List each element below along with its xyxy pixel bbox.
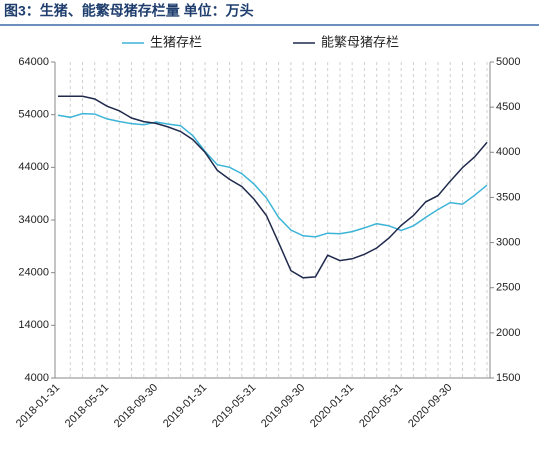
x-tick-label: 2018-05-31: [63, 382, 111, 430]
y2-tick-label: 3000: [496, 236, 520, 248]
y2-tick-label: 2000: [496, 327, 520, 339]
y-tick-label: 34000: [18, 214, 49, 226]
y2-tick-label: 3500: [496, 191, 520, 203]
series-line: [58, 95, 488, 279]
y2-tick-label: 1500: [496, 372, 520, 384]
y2-tick-label: 4000: [496, 146, 520, 158]
legend-label: 能繁母猪存栏: [321, 34, 399, 49]
y-tick-label: 24000: [18, 267, 49, 279]
x-tick-label: 2019-01-31: [161, 382, 209, 430]
y-tick-label: 54000: [18, 109, 49, 121]
x-tick-label: 2020-01-31: [308, 382, 356, 430]
x-tick-label: 2018-09-30: [112, 382, 160, 430]
x-tick-label: 2019-05-31: [210, 382, 258, 430]
y2-tick-label: 4500: [496, 101, 520, 113]
y-tick-label: 4000: [25, 372, 49, 384]
y2-tick-label: 5000: [496, 56, 520, 68]
x-tick-label: 2018-01-31: [14, 382, 62, 430]
x-tick-label: 2020-09-30: [406, 382, 454, 430]
legend-label: 生猪存栏: [150, 34, 202, 49]
series-line: [57, 112, 488, 238]
y2-tick-label: 2500: [496, 282, 520, 294]
y-tick-label: 14000: [18, 319, 49, 331]
x-tick-label: 2020-05-31: [357, 382, 405, 430]
y-tick-label: 64000: [18, 56, 49, 68]
chart-title: 图3：生猪、能繁母猪存栏量 单位：万头: [4, 3, 254, 19]
x-tick-label: 2019-09-30: [259, 382, 307, 430]
y-tick-label: 44000: [18, 161, 49, 173]
